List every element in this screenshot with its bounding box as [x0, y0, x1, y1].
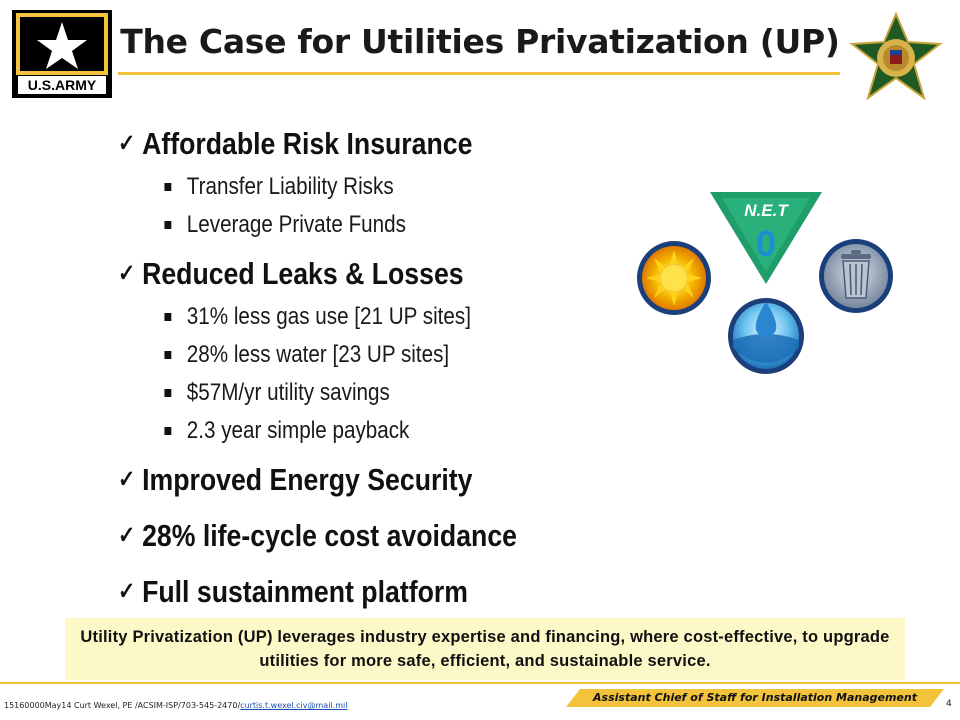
check-icon: ✓ [118, 466, 136, 493]
summary-text: Utility Privatization (UP) leverages ind… [80, 628, 890, 670]
footer-org-label: Assistant Chief of Staff for Installatio… [593, 691, 917, 704]
footer-email-link[interactable]: curtis.t.wexel.civ@mail.mil [240, 701, 348, 710]
square-bullet-icon [164, 221, 172, 229]
waste-can-icon [819, 239, 893, 313]
footer-org-tab [566, 689, 944, 707]
page-number: 4 [946, 699, 952, 709]
sub-bullet-item: 31% less gas use [21 UP sites] [118, 298, 565, 336]
check-icon: ✓ [118, 522, 136, 549]
net-label: N.E.T [744, 201, 789, 220]
army-logo: U.S.ARMY [12, 10, 112, 98]
sun-energy-icon [637, 241, 711, 315]
page-title: The Case for Utilities Privatization (UP… [120, 22, 840, 61]
footer-rule [0, 682, 960, 684]
square-bullet-icon [164, 389, 172, 397]
logo-text: U.S.ARMY [28, 77, 97, 93]
bullet-item: ✓ 28% life-cycle cost avoidance [118, 518, 517, 553]
check-icon: ✓ [118, 130, 136, 157]
square-bullet-icon [164, 351, 172, 359]
net-digit: 0 [756, 223, 776, 264]
footer-meta: 15160000May14 Curt Wexel, PE /ACSIM-ISP/… [4, 701, 348, 710]
sub-bullet-item: 28% less water [23 UP sites] [118, 336, 565, 374]
water-drop-icon [728, 298, 804, 374]
sub-bullet-item: Transfer Liability Risks [118, 168, 565, 206]
net-zero-graphic: N.E.T 0 [637, 192, 893, 374]
check-icon: ✓ [118, 260, 136, 287]
bullet-list: ✓ Affordable Risk Insurance Transfer Liab… [118, 126, 638, 616]
sub-bullet-item: Leverage Private Funds [118, 206, 565, 244]
bullet-item: ✓ Reduced Leaks & Losses [118, 256, 464, 291]
title-rule [118, 72, 840, 75]
bullet-item: ✓ Affordable Risk Insurance [118, 126, 473, 161]
sub-bullet-item: 2.3 year simple payback [118, 412, 565, 450]
army-staff-seal-icon [849, 12, 943, 101]
check-icon: ✓ [118, 578, 136, 605]
square-bullet-icon [164, 427, 172, 435]
sub-bullet-item: $57M/yr utility savings [118, 374, 565, 412]
net-zero-triangle-icon: N.E.T 0 [710, 192, 822, 284]
square-bullet-icon [164, 313, 172, 321]
bullet-item: ✓ Full sustainment platform [118, 574, 468, 609]
square-bullet-icon [164, 183, 172, 191]
summary-callout: Utility Privatization (UP) leverages ind… [65, 618, 905, 680]
bullet-item: ✓ Improved Energy Security [118, 462, 473, 497]
